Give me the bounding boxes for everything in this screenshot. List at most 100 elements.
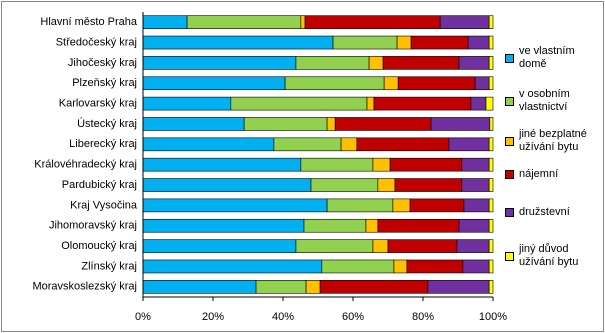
legend-label: družstevní — [519, 206, 570, 218]
bar-segment — [304, 15, 441, 29]
bar-segment — [142, 198, 328, 213]
bar-segment — [284, 76, 385, 91]
bar-segment — [186, 15, 302, 29]
bar-segment — [488, 76, 494, 91]
bar-segment — [255, 280, 307, 294]
bar-segment — [394, 178, 463, 192]
bar-segment — [377, 178, 396, 192]
bar-segment — [326, 198, 394, 213]
bar-segment — [458, 218, 490, 233]
y-tick-label: Jihomoravský kraj — [49, 220, 137, 232]
bar-segment — [230, 96, 368, 111]
bar-segment — [489, 117, 494, 131]
bar-segment — [392, 198, 411, 213]
bar-segment — [368, 56, 384, 70]
y-tick-label: Plzeňský kraj — [72, 77, 137, 89]
bar-segment — [439, 15, 490, 29]
legend-label: ve vlastním domě — [519, 45, 575, 70]
bar-segment — [142, 15, 188, 29]
legend-label: jiné bezplatné užívání bytu — [519, 128, 587, 153]
bar-segment — [321, 259, 395, 274]
y-tick-label: Kraj Vysočina — [70, 199, 138, 211]
bar-segment — [470, 96, 487, 111]
legend-item: družstevní — [505, 206, 600, 219]
bar-segment — [334, 117, 432, 131]
bar-segment — [382, 56, 460, 70]
y-tick-label: Karlovarský kraj — [59, 98, 137, 110]
bar-segment — [326, 117, 336, 131]
bar-segment — [488, 15, 494, 29]
bar-segment — [427, 280, 490, 294]
bar-segment — [462, 259, 490, 274]
legend-label: jiný důvod užívání bytu — [519, 243, 579, 268]
bar-segment — [461, 178, 490, 192]
y-tick-label: Olomoucký kraj — [61, 240, 137, 252]
bar-segment — [467, 35, 490, 50]
bar-segment — [488, 280, 494, 294]
bar-segment — [448, 137, 490, 152]
bar-segment — [356, 137, 450, 152]
bar-segment — [396, 35, 412, 50]
bar-segment — [142, 280, 257, 294]
bar-segment — [397, 76, 476, 91]
bar-segment — [300, 157, 374, 172]
legend-swatch — [505, 136, 514, 146]
y-tick-label: Moravskoslezský kraj — [32, 281, 137, 293]
legend-label: v osobním vlastnictví — [519, 88, 570, 113]
bar-segment — [488, 259, 494, 274]
legend-item: jiné bezplatné užívání bytu — [505, 128, 600, 154]
legend-label: nájemní — [519, 168, 559, 180]
bar-segment — [142, 239, 297, 253]
bar-segment — [488, 218, 494, 233]
y-tick-label: Jihočeský kraj — [68, 57, 137, 69]
bar-segment — [142, 218, 305, 233]
bar-segment — [456, 239, 490, 253]
bar-segment — [142, 117, 245, 131]
x-tick-label: 20% — [202, 311, 224, 323]
legend-swatch — [505, 208, 514, 217]
bar-segment — [387, 239, 458, 253]
legend-item: jiný důvod užívání bytu — [505, 243, 600, 269]
bar-segment — [430, 117, 491, 131]
bar-segment — [295, 56, 370, 70]
bar-segment — [406, 259, 464, 274]
legend-swatch — [505, 170, 514, 179]
legend-swatch — [505, 251, 514, 261]
bar-segment — [295, 239, 374, 253]
bar-segment — [273, 137, 342, 152]
bar-segment — [488, 198, 494, 213]
bar-segment — [409, 198, 465, 213]
bar-segment — [474, 76, 490, 91]
x-tick-label: 60% — [342, 311, 364, 323]
bar-segment — [463, 198, 490, 213]
y-tick-label: Ústecký kraj — [77, 117, 137, 130]
bar-segment — [389, 157, 463, 172]
y-tick-label: Královéhradecký kraj — [34, 159, 137, 171]
legend-item: nájemní — [505, 168, 600, 181]
bar-segment — [310, 178, 379, 192]
bar-segment — [303, 218, 367, 233]
bar-segment — [142, 76, 286, 91]
bar-segment — [458, 56, 490, 70]
bar-segment — [410, 35, 469, 50]
legend-item: ve vlastním domě — [505, 45, 600, 71]
bar-segment — [488, 178, 494, 192]
bar-segment — [488, 56, 494, 70]
y-tick-label: Liberecký kraj — [69, 138, 137, 150]
x-tick-label: 40% — [272, 311, 294, 323]
y-tick-label: Hlavní město Praha — [40, 16, 137, 28]
x-tick-label: 0% — [135, 311, 151, 323]
bar-segment — [383, 76, 399, 91]
bar-segment — [488, 137, 494, 152]
bar-segment — [488, 239, 494, 253]
y-tick-label: Pardubický kraj — [62, 179, 137, 191]
bar-segment — [372, 239, 389, 253]
bar-segment — [461, 157, 490, 172]
bar-segment — [377, 218, 460, 233]
bar-segment — [366, 96, 375, 111]
bar-segment — [488, 35, 494, 50]
x-tick-label: 100% — [479, 311, 507, 323]
bar-segment — [142, 178, 312, 192]
